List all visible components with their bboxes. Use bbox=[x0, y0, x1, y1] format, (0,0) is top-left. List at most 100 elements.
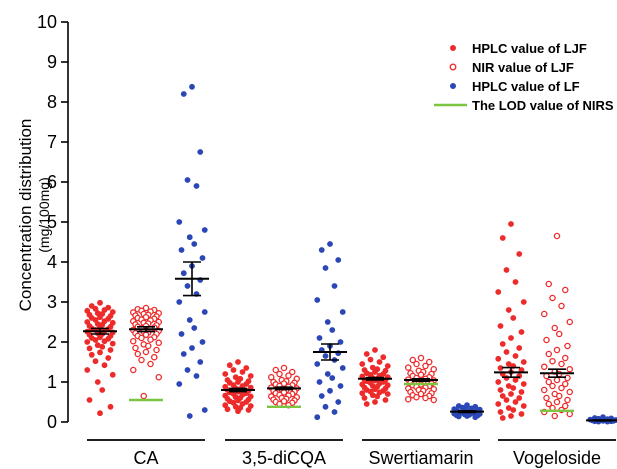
data-point bbox=[235, 397, 241, 404]
y-tick-label: 3 bbox=[47, 292, 57, 312]
data-point bbox=[499, 341, 506, 347]
data-point bbox=[518, 411, 525, 417]
data-point bbox=[324, 319, 331, 325]
data-point bbox=[97, 410, 103, 417]
data-point bbox=[339, 309, 346, 315]
series-column bbox=[494, 221, 528, 421]
data-point bbox=[497, 387, 504, 393]
data-point bbox=[558, 302, 565, 310]
data-point bbox=[566, 410, 574, 418]
series-column bbox=[586, 414, 617, 425]
data-point bbox=[545, 400, 553, 408]
data-point bbox=[512, 279, 519, 285]
data-point bbox=[503, 349, 510, 355]
series-column bbox=[175, 83, 209, 419]
data-point bbox=[184, 367, 191, 373]
data-point bbox=[503, 267, 510, 273]
data-point bbox=[280, 397, 288, 405]
data-point bbox=[138, 334, 145, 342]
data-point bbox=[199, 339, 206, 345]
data-point bbox=[417, 371, 425, 379]
legend-item: HPLC value of LF bbox=[450, 79, 580, 94]
data-point bbox=[520, 403, 527, 409]
data-point bbox=[495, 379, 502, 385]
data-point bbox=[541, 310, 548, 318]
data-point bbox=[455, 413, 462, 420]
data-point bbox=[107, 403, 114, 410]
data-point bbox=[318, 393, 325, 399]
data-point bbox=[413, 360, 420, 368]
data-point bbox=[147, 360, 154, 368]
data-point bbox=[329, 375, 336, 381]
y-tick-label: 10 bbox=[37, 12, 57, 32]
series-column bbox=[404, 354, 438, 404]
category-group-vogeloside bbox=[494, 221, 617, 425]
data-point bbox=[288, 368, 296, 376]
data-point bbox=[129, 337, 137, 345]
y-tick-label: 5 bbox=[47, 212, 57, 232]
data-point bbox=[132, 344, 139, 352]
data-point bbox=[97, 314, 103, 321]
data-point bbox=[92, 305, 99, 312]
data-point bbox=[472, 414, 479, 421]
data-point bbox=[84, 367, 91, 373]
y-axis: 0 1 2 3 4 5 6 7 8 9 10 bbox=[37, 12, 69, 432]
legend-item: NIR value of LJF bbox=[449, 60, 574, 75]
data-point bbox=[369, 392, 376, 399]
data-point bbox=[101, 338, 108, 345]
series-column bbox=[358, 347, 392, 407]
data-point bbox=[86, 345, 93, 352]
legend-label: The LOD value of NIRS bbox=[472, 98, 614, 113]
data-point bbox=[316, 335, 323, 341]
data-point bbox=[520, 359, 527, 365]
data-point bbox=[566, 318, 574, 326]
data-point bbox=[499, 235, 506, 241]
data-point bbox=[566, 365, 574, 373]
data-point bbox=[99, 343, 106, 350]
data-point bbox=[359, 361, 366, 367]
data-point bbox=[327, 241, 333, 247]
data-point bbox=[384, 363, 391, 369]
y-axis-title: Concentration distribution (mg/100mg) bbox=[16, 119, 52, 312]
data-point bbox=[178, 247, 185, 253]
data-point bbox=[551, 324, 559, 332]
data-point bbox=[176, 299, 183, 305]
data-point bbox=[380, 354, 387, 361]
data-point bbox=[186, 317, 193, 323]
y-tick-label: 4 bbox=[47, 252, 57, 272]
data-point bbox=[369, 364, 376, 371]
data-point bbox=[335, 399, 342, 405]
data-point bbox=[516, 251, 523, 257]
data-point bbox=[551, 412, 559, 420]
data-point bbox=[363, 351, 370, 357]
legend-marker bbox=[450, 83, 456, 89]
data-point bbox=[180, 91, 187, 97]
data-point bbox=[155, 373, 162, 381]
data-point bbox=[176, 219, 183, 225]
data-point bbox=[541, 363, 548, 371]
category-label: 3,5-diCQA bbox=[242, 448, 326, 468]
legend-item: The LOD value of NIRS bbox=[434, 98, 614, 113]
data-point bbox=[189, 83, 195, 90]
data-point bbox=[94, 342, 101, 349]
series-column bbox=[450, 402, 484, 421]
data-point bbox=[564, 396, 571, 404]
data-point bbox=[549, 357, 556, 365]
data-point bbox=[142, 348, 150, 356]
data-point bbox=[97, 334, 103, 341]
data-point bbox=[232, 403, 239, 410]
data-point bbox=[545, 378, 553, 386]
plot-area bbox=[83, 83, 617, 425]
data-point bbox=[505, 405, 512, 411]
data-point bbox=[197, 149, 204, 155]
data-point bbox=[413, 393, 420, 401]
data-point bbox=[495, 401, 502, 407]
data-point bbox=[562, 286, 569, 294]
data-point bbox=[150, 353, 158, 361]
legend-item: HPLC value of LJF bbox=[450, 41, 587, 56]
data-point bbox=[543, 336, 550, 344]
data-point bbox=[318, 247, 325, 253]
data-point bbox=[184, 177, 191, 183]
data-point bbox=[99, 387, 106, 393]
data-point bbox=[186, 413, 193, 419]
